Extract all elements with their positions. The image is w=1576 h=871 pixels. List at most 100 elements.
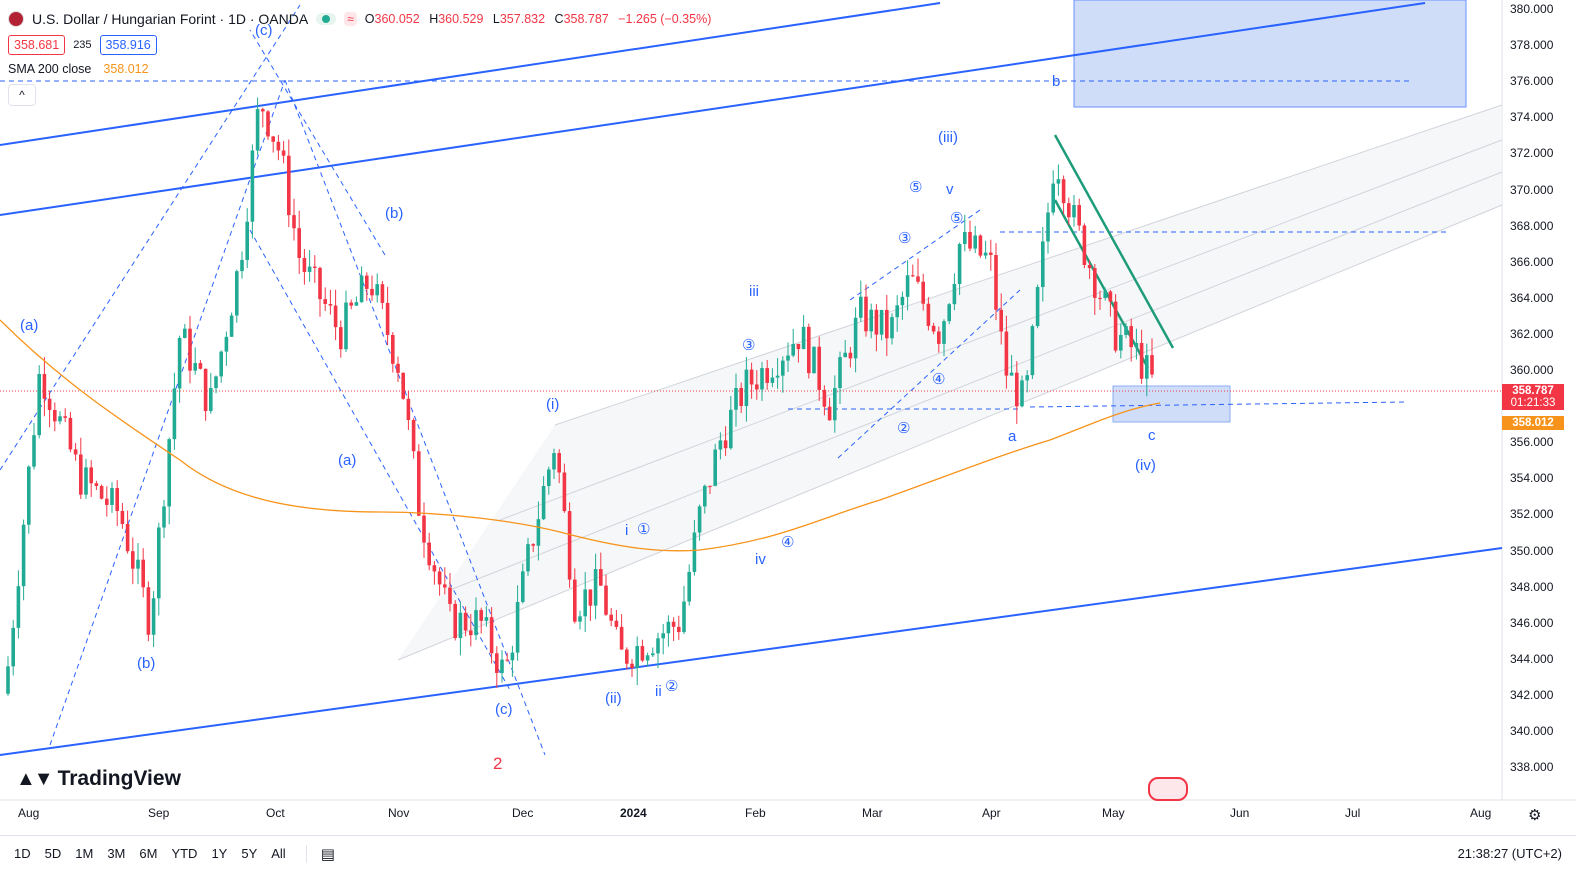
clock[interactable]: 21:38:27 (UTC+2) <box>1457 846 1562 861</box>
price-tick: 380.000 <box>1510 2 1554 16</box>
tf-5d[interactable]: 5D <box>44 846 62 861</box>
red-wave-label[interactable]: 2 <box>493 754 503 773</box>
events-icon[interactable] <box>1148 777 1188 801</box>
tf-all[interactable]: All <box>271 846 286 861</box>
circled-wave-label[interactable]: ⑤ <box>950 210 964 227</box>
trend-lines[interactable] <box>0 2 1503 756</box>
wave-label[interactable]: c <box>1148 427 1156 444</box>
settings-gear-icon[interactable]: ⚙ <box>1528 807 1542 824</box>
wave-label[interactable]: ii <box>655 683 662 700</box>
price-tick: 368.000 <box>1510 218 1554 233</box>
candle-body <box>661 633 665 639</box>
candle-body <box>973 235 977 249</box>
tf-1y[interactable]: 1Y <box>211 846 228 861</box>
price-tick: 376.000 <box>1510 74 1554 89</box>
wave-label[interactable]: i <box>625 522 629 539</box>
candle-body <box>723 440 728 449</box>
wave-label[interactable]: b <box>1052 73 1061 90</box>
circled-wave-label[interactable]: ③ <box>742 337 756 354</box>
tf-5y[interactable]: 5Y <box>241 846 258 861</box>
candle-body <box>463 612 468 631</box>
wave-label[interactable]: (c) <box>255 22 273 39</box>
chart-canvas[interactable] <box>0 0 1576 835</box>
candle-body <box>879 309 884 335</box>
candle-body <box>911 275 915 277</box>
candle-body <box>890 317 894 339</box>
tf-6m[interactable]: 6M <box>139 846 158 861</box>
candle-body <box>874 309 879 335</box>
candle-body <box>266 111 270 137</box>
candle-body <box>817 346 821 390</box>
wave-icon[interactable]: ≈ <box>344 12 357 26</box>
time-tick: May <box>1102 806 1125 820</box>
symbol-title[interactable]: U.S. Dollar / Hungarian Forint · 1D · OA… <box>32 11 309 27</box>
spread-value: 235 <box>73 39 92 51</box>
candle-body <box>640 646 645 661</box>
wave-label[interactable]: (iv) <box>1135 457 1156 474</box>
wave-label[interactable]: (a) <box>20 317 39 334</box>
candle-body <box>801 326 806 350</box>
chevron-up-icon[interactable]: ^ <box>8 84 36 106</box>
candle-body <box>417 451 421 516</box>
wave-label[interactable]: (c) <box>495 701 513 718</box>
tf-1m[interactable]: 1M <box>75 846 94 861</box>
time-tick: Dec <box>512 806 534 820</box>
candle-body <box>375 284 379 296</box>
candle-body <box>557 453 561 473</box>
wave-label[interactable]: iv <box>755 551 766 568</box>
candle-body <box>926 303 931 326</box>
candle-body <box>775 375 780 378</box>
candle-body <box>952 283 957 305</box>
wave-label[interactable]: (ii) <box>605 690 622 707</box>
candle-body <box>869 309 873 332</box>
calendar-icon[interactable]: ▤ <box>320 845 335 863</box>
target-zone-top[interactable] <box>1073 0 1467 108</box>
wave-label[interactable]: (i) <box>546 396 560 413</box>
candle-body <box>515 602 520 653</box>
candle-body <box>765 368 769 383</box>
candle-body <box>827 406 832 421</box>
tf-1d[interactable]: 1D <box>14 846 31 861</box>
candle-body <box>755 384 759 390</box>
ohlc-values: O360.052 H360.529 L357.832 C358.787 −1.2… <box>364 12 712 26</box>
candle-body <box>437 571 442 585</box>
circled-wave-label[interactable]: ① <box>637 521 651 538</box>
market-status[interactable] <box>316 13 337 25</box>
tradingview-logo[interactable]: ▲▼ TradingView <box>16 767 181 790</box>
sma-200-line <box>0 319 1161 552</box>
candle-body <box>261 109 265 112</box>
tf-3m[interactable]: 3M <box>107 846 126 861</box>
wave-label[interactable]: iii <box>749 283 759 300</box>
candle-body <box>1103 291 1107 298</box>
wave-label[interactable]: (a) <box>338 452 357 469</box>
candle-body <box>183 328 187 338</box>
wave-label[interactable]: (iii) <box>938 129 958 146</box>
circled-wave-label[interactable]: ⑤ <box>909 179 923 196</box>
horizontal-levels[interactable] <box>0 80 1450 410</box>
circled-wave-label[interactable]: ③ <box>898 230 912 247</box>
market-open-icon <box>322 15 331 23</box>
candle-body <box>630 663 634 669</box>
price-tick: 344.000 <box>1510 651 1554 666</box>
wave-label[interactable]: v <box>946 181 954 198</box>
candle-body <box>968 231 972 249</box>
circled-wave-label[interactable]: ④ <box>932 371 946 388</box>
target-zone-iv[interactable] <box>1112 385 1231 423</box>
wave-label[interactable]: (b) <box>137 655 156 672</box>
tf-ytd[interactable]: YTD <box>171 846 198 861</box>
circled-wave-label[interactable]: ④ <box>781 534 795 551</box>
sma-label[interactable]: SMA 200 close <box>8 62 92 76</box>
wave-label[interactable]: (b) <box>385 205 404 222</box>
circled-wave-label[interactable]: ② <box>897 420 911 437</box>
ask-price-button[interactable]: 358.916 <box>99 35 157 55</box>
wave-label[interactable]: a <box>1008 428 1017 445</box>
candle-body <box>770 377 775 383</box>
candle-body <box>1056 179 1061 184</box>
us-flag-icon <box>8 11 24 27</box>
circled-wave-label[interactable]: ② <box>665 678 679 695</box>
time-tick: Mar <box>862 806 883 820</box>
candle-body <box>999 309 1003 332</box>
bid-price-button[interactable]: 358.681 <box>8 35 66 55</box>
candle-body <box>843 352 847 358</box>
candle-body <box>916 276 920 282</box>
